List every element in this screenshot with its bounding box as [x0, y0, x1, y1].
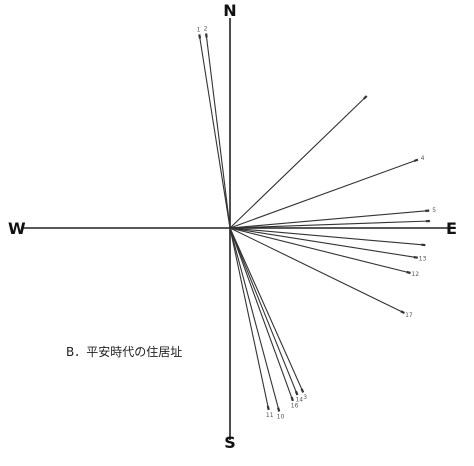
orientation-ray	[229, 227, 294, 402]
orientation-ray-end	[266, 405, 270, 411]
orientation-ray	[229, 95, 368, 229]
west-label: W	[8, 219, 26, 238]
orientation-ray-end	[198, 34, 202, 39]
orientation-ray-end	[406, 270, 411, 275]
orientation-ray	[205, 33, 231, 229]
diagram-caption: B．平安時代の住居址	[66, 344, 182, 359]
north-label: N	[223, 1, 236, 20]
orientation-ray	[229, 227, 298, 396]
orientation-ray-end	[413, 256, 418, 259]
orientation-ray	[229, 220, 430, 229]
orientation-ray	[229, 159, 419, 229]
orientation-ray	[229, 227, 411, 274]
orientation-ray	[229, 227, 426, 246]
orientation-ray-end	[400, 310, 405, 314]
orientation-ray-end	[300, 388, 305, 393]
orientation-ray	[229, 227, 280, 412]
orientation-ray	[229, 227, 418, 259]
orientation-ray	[229, 227, 270, 411]
orientation-ray	[229, 210, 430, 229]
orientation-ray-label: 17	[405, 312, 413, 319]
orientation-ray-label: 14	[295, 397, 303, 404]
orientation-ray-end	[363, 95, 368, 100]
orientation-ray-label: 5	[432, 207, 436, 214]
orientation-ray	[229, 227, 405, 314]
south-label: S	[224, 433, 236, 452]
orientation-ray-label: 11	[266, 412, 274, 419]
orientation-ray	[198, 34, 231, 229]
orientation-ray-label: 13	[419, 256, 427, 263]
orientation-ray-end	[294, 390, 299, 396]
orientation-ray	[229, 227, 304, 393]
orientation-ray-label: 2	[204, 26, 208, 33]
orientation-ray-end	[413, 158, 419, 163]
orientation-ray-label: 3	[303, 394, 307, 401]
orientation-ray-label: 10	[277, 413, 285, 420]
orientation-ray-end	[205, 33, 208, 38]
east-label: E	[446, 219, 457, 238]
orientation-ray-label: 16	[291, 403, 299, 410]
orientation-ray-label: 4	[421, 155, 425, 162]
orientation-ray-end	[277, 407, 281, 412]
orientation-ray-label: 12	[411, 271, 419, 278]
orientation-ray-label: 1	[197, 27, 201, 34]
orientation-ray-end	[290, 396, 294, 402]
